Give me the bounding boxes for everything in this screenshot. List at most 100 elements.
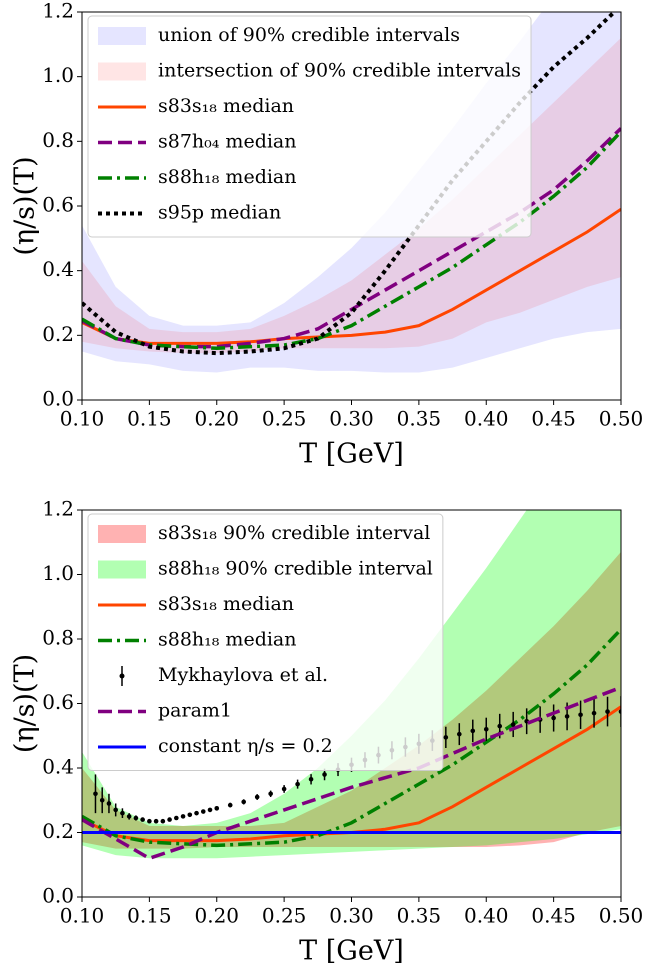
point	[510, 722, 516, 727]
x-tick-label: 0.30	[329, 407, 374, 431]
legend-label: s88h₁₈ median	[158, 166, 297, 188]
legend-label: Mykhaylova et al.	[158, 664, 328, 686]
y-tick-label: 0.2	[42, 322, 74, 346]
legend-swatch	[119, 673, 125, 679]
y-tick-label: 0.8	[42, 626, 74, 650]
point	[153, 818, 159, 824]
y-axis-label: (η/s)(T)	[10, 156, 41, 255]
point	[167, 817, 172, 822]
legend-label: intersection of 90% credible intervals	[158, 60, 521, 82]
legend-label: constant η/s = 0.2	[158, 735, 333, 757]
point	[207, 807, 213, 813]
legend-label: union of 90% credible intervals	[158, 24, 460, 46]
x-tick-label: 0.10	[60, 407, 105, 431]
point	[214, 806, 220, 811]
point	[227, 802, 233, 808]
point	[187, 812, 193, 818]
x-tick-label: 0.10	[60, 904, 105, 928]
y-tick-label: 1.2	[42, 0, 74, 23]
point	[160, 818, 166, 824]
point	[194, 810, 199, 816]
x-tick-label: 0.40	[464, 904, 509, 928]
point	[618, 709, 621, 714]
point	[147, 818, 152, 824]
line	[82, 628, 621, 848]
x-tick-label: 0.35	[397, 407, 442, 431]
point	[106, 801, 112, 806]
legend-swatch	[98, 27, 146, 45]
y-axis-label: (η/s)(T)	[10, 654, 41, 753]
x-tick-label: 0.20	[194, 904, 239, 928]
legend-label: s87h₀₄ median	[158, 131, 297, 153]
y-tick-label: 0.6	[42, 690, 74, 714]
x-tick-label: 0.50	[599, 904, 644, 928]
x-tick-label: 0.35	[397, 904, 442, 928]
point	[470, 728, 476, 734]
band	[82, 37, 621, 354]
y-tick-label: 0.8	[42, 128, 74, 152]
point	[443, 735, 449, 740]
legend-swatch	[98, 560, 146, 579]
legend-label: s83s₁₈ median	[158, 95, 294, 117]
y-tick-label: 1.0	[42, 63, 74, 87]
x-tick-label: 0.25	[262, 407, 307, 431]
legend-label: s83s₁₈ 90% credible interval	[158, 522, 430, 544]
legend: union of 90% credible intervals intersect…	[87, 15, 532, 238]
y-tick-label: 0.2	[42, 819, 74, 843]
y-tick-label: 0.4	[42, 257, 74, 281]
y-tick-label: 0.4	[42, 755, 74, 779]
point	[308, 776, 314, 782]
plot-area	[82, 510, 621, 861]
point	[483, 727, 489, 732]
x-tick-label: 0.45	[531, 904, 576, 928]
y-tick-label: 0.0	[42, 387, 74, 411]
point	[322, 772, 327, 777]
legend-label: s88h₁₈ 90% credible interval	[158, 558, 433, 580]
point	[457, 731, 462, 737]
x-tick-label: 0.30	[329, 904, 374, 928]
legend: s83s₁₈ 90% credible interval s88h₁₈ 90% c…	[87, 513, 444, 771]
line	[82, 685, 621, 861]
legend-label: s83s₁₈ median	[158, 593, 294, 615]
legend-label: s88h₁₈ median	[158, 629, 297, 651]
legend-frame	[87, 513, 444, 771]
y-tick-label: 1.2	[42, 497, 74, 521]
point	[497, 723, 503, 729]
point	[99, 797, 105, 803]
plot: 0.10 0.15 0.20 0.25 0.30 0.35 0.40 0.45 0.50 0.0 0…	[10, 497, 644, 967]
point	[126, 814, 132, 819]
point	[591, 710, 597, 716]
point	[174, 815, 179, 821]
point	[551, 715, 556, 721]
x-tick-label: 0.45	[531, 407, 576, 431]
point	[120, 810, 125, 816]
y-tick-label: 0.0	[42, 884, 74, 908]
line	[82, 207, 621, 345]
point	[254, 794, 260, 800]
legend-frame	[87, 15, 532, 238]
x-tick-label: 0.25	[262, 904, 307, 928]
point	[578, 712, 583, 718]
point	[564, 714, 570, 719]
x-tick-label: 0.15	[127, 904, 172, 928]
point	[113, 807, 118, 813]
x-tick-label: 0.15	[127, 407, 172, 431]
point	[281, 786, 287, 792]
point	[133, 815, 139, 821]
point	[180, 814, 186, 819]
legend-swatch	[98, 62, 146, 81]
x-tick-label: 0.20	[194, 407, 239, 431]
x-axis-label: T [GeV]	[299, 936, 404, 967]
y-tick-label: 1.0	[42, 561, 74, 585]
point	[140, 817, 145, 822]
y-tick-label: 0.6	[42, 193, 74, 217]
point	[241, 799, 246, 805]
x-axis-label: T [GeV]	[299, 439, 404, 470]
band	[82, 510, 621, 859]
legend-label: param1	[158, 700, 232, 722]
x-tick-label: 0.50	[599, 407, 644, 431]
point	[200, 809, 206, 814]
legend-label: s95p median	[158, 202, 281, 224]
band	[82, 551, 621, 849]
